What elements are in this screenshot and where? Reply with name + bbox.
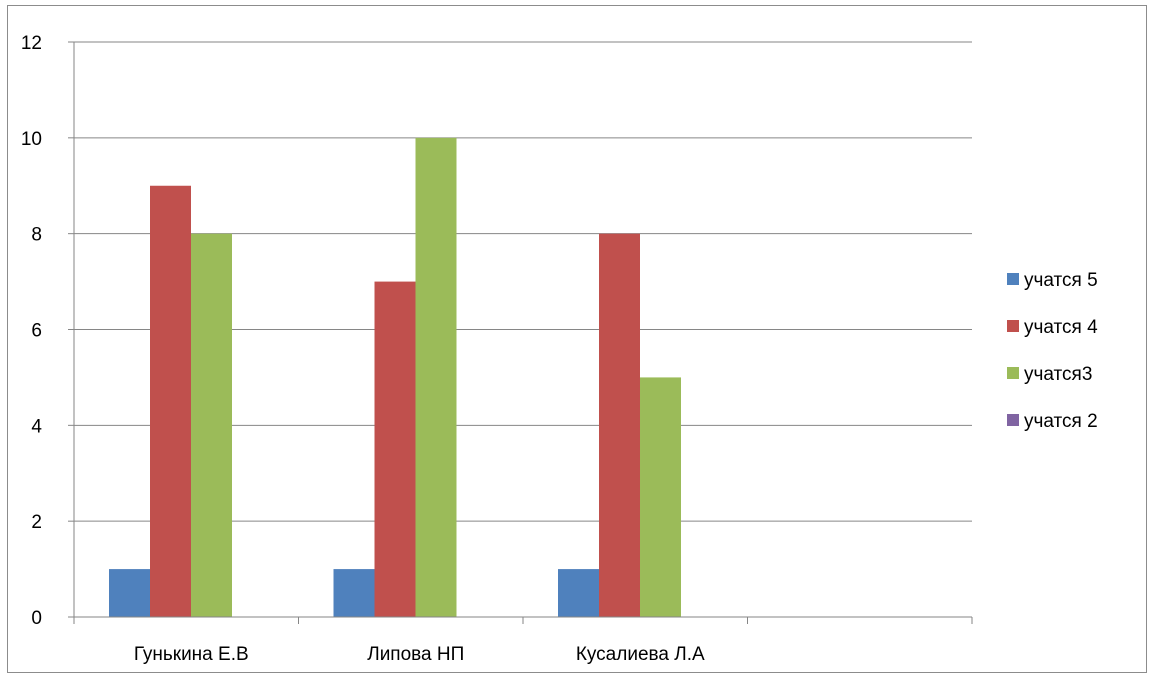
y-tick-label: 2 [31, 512, 42, 533]
bar [415, 137, 457, 618]
bar [191, 233, 232, 617]
axes [68, 41, 973, 624]
y-tick-label: 8 [31, 225, 42, 246]
y-tick-label: 10 [21, 129, 42, 150]
x-category-label: Гунькина Е.В [134, 644, 249, 665]
legend-swatch [1007, 320, 1019, 332]
bar [640, 377, 681, 617]
x-category-label: Кусалиева Л.А [576, 644, 705, 665]
legend-swatch [1007, 414, 1019, 426]
y-tick-labels: 0 2 4 6 8 10 12 [21, 33, 43, 629]
y-tick-label: 6 [31, 321, 42, 342]
legend-swatch [1007, 367, 1019, 379]
bars [109, 137, 681, 618]
bar [599, 233, 640, 617]
bar [109, 569, 150, 617]
x-category-label: Липова НП [367, 644, 464, 665]
legend-label: учатся 4 [1024, 317, 1098, 338]
y-tick-label: 0 [31, 608, 42, 629]
legend: учатся 5 учатся 4 учатся3 учатся 2 [1007, 270, 1098, 432]
x-category-labels: Гунькина Е.В Липова НП Кусалиева Л.А [134, 644, 705, 665]
legend-swatch [1007, 273, 1019, 285]
y-tick-label: 4 [31, 416, 42, 437]
y-tick-label: 12 [21, 33, 42, 54]
bar [558, 569, 599, 617]
bar [374, 281, 416, 617]
legend-label: учатся 5 [1024, 270, 1098, 291]
bar [150, 185, 191, 617]
legend-label: учатся3 [1024, 364, 1092, 385]
legend-label: учатся 2 [1024, 411, 1098, 432]
bar [333, 569, 375, 617]
